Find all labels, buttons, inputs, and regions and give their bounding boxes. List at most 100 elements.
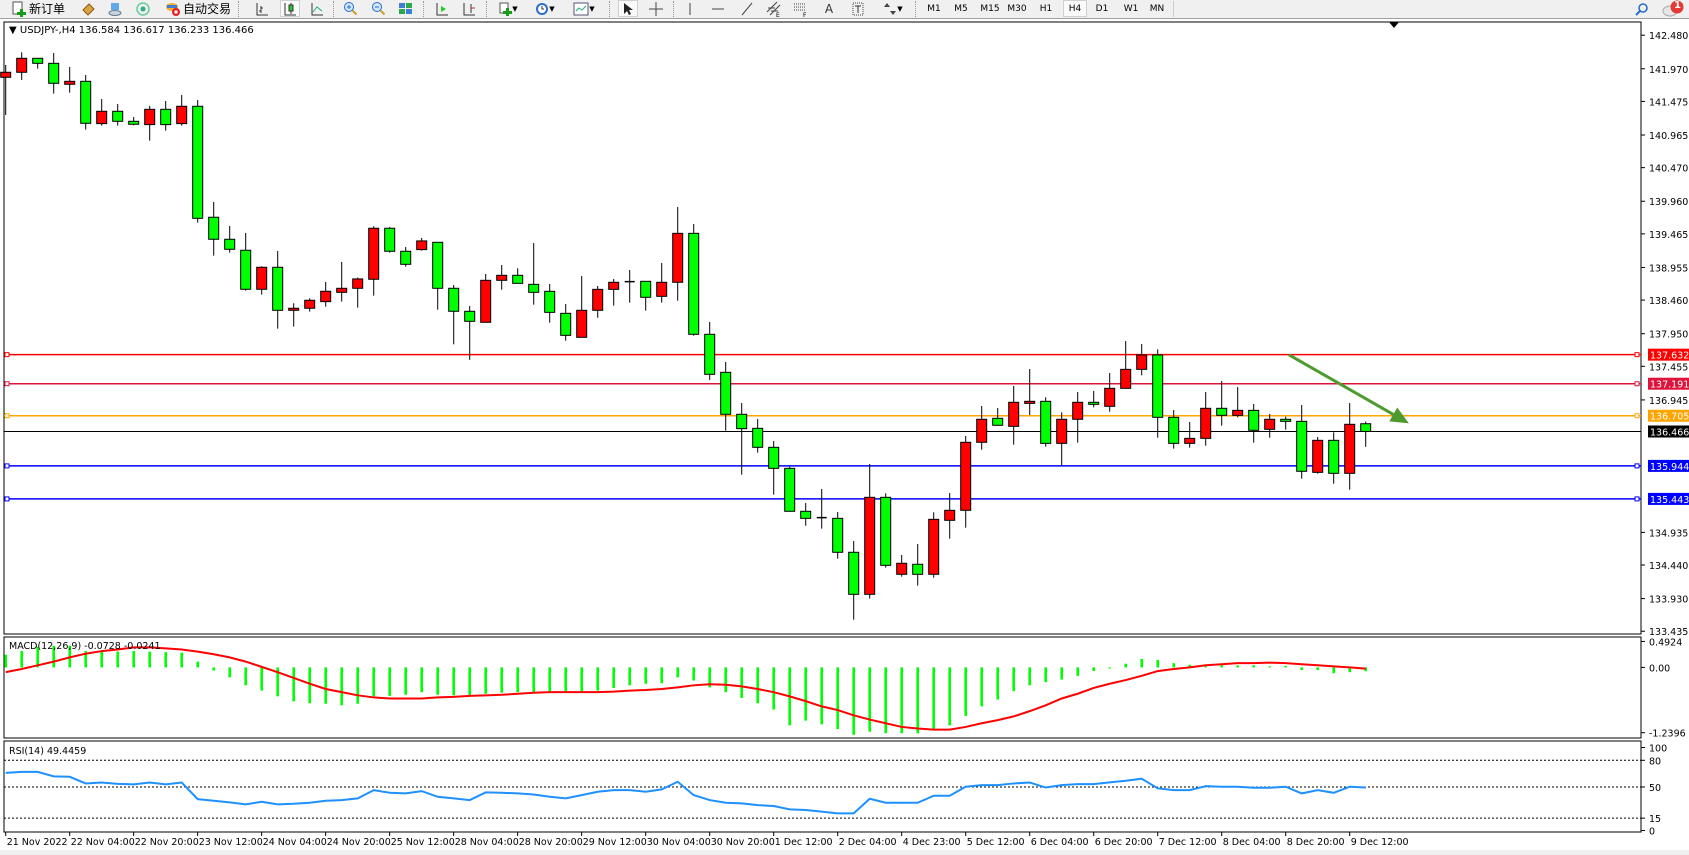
- line-chart-button[interactable]: [308, 0, 326, 17]
- candle: [1344, 403, 1356, 490]
- auto-trading-button[interactable]: 自动交易: [162, 0, 234, 17]
- candle: [464, 305, 476, 360]
- timeframe-m15[interactable]: M15: [980, 3, 1000, 14]
- macd-histogram-bar: [1044, 667, 1047, 683]
- macd-histogram-bar: [1060, 667, 1063, 680]
- horizontal-line-button[interactable]: [709, 0, 727, 17]
- candle-body: [1344, 423, 1356, 474]
- time-tick-label: 6 Dec 20:00: [1095, 837, 1153, 848]
- text-label-button[interactable]: [849, 0, 867, 17]
- price-tick-label: 138.955: [1649, 263, 1688, 274]
- macd-histogram-bar: [452, 667, 455, 696]
- candle-body: [192, 105, 204, 219]
- timeframe-d1[interactable]: D1: [1095, 3, 1109, 14]
- arrows-dropdown[interactable]: ▼: [878, 0, 908, 17]
- candle-body: [1056, 418, 1068, 444]
- candle: [560, 303, 572, 341]
- tile-windows-button[interactable]: [396, 0, 414, 17]
- chevron-down-icon: ▼: [897, 4, 903, 13]
- price-tick-label: 140.470: [1649, 164, 1688, 175]
- candle: [384, 226, 396, 253]
- macd-histogram-bar: [948, 667, 951, 726]
- price-tick-label: 139.465: [1649, 230, 1688, 241]
- candle: [144, 105, 156, 141]
- candle-body: [208, 216, 220, 240]
- macd-histogram-bar: [500, 667, 503, 693]
- indicators-dropdown[interactable]: ▼: [494, 0, 522, 17]
- candlestick-button[interactable]: [280, 0, 300, 17]
- macd-histogram-bar: [1028, 667, 1031, 686]
- candle-body: [672, 232, 684, 283]
- navigator-button[interactable]: [134, 0, 152, 17]
- auto-trading-icon: [165, 2, 180, 16]
- vertical-line-button[interactable]: [681, 0, 699, 17]
- trendline-button[interactable]: [738, 0, 756, 17]
- text-label-icon: [852, 2, 864, 15]
- chevron-down-icon: ▼: [589, 4, 595, 13]
- timeframe-m5[interactable]: M5: [954, 3, 968, 14]
- rsi-tick-label: 100: [1649, 744, 1667, 755]
- crosshair-button[interactable]: [647, 0, 665, 17]
- time-tick-label: 5 Dec 12:00: [967, 837, 1025, 848]
- zoom-out-button[interactable]: [369, 0, 387, 17]
- market-watch-button[interactable]: [79, 0, 97, 17]
- annotations: [1288, 353, 1409, 424]
- candle: [1104, 372, 1116, 412]
- candle-body: [784, 467, 796, 512]
- candle-body: [528, 283, 540, 293]
- bar-chart-button[interactable]: [253, 0, 271, 17]
- auto-scroll-button[interactable]: [433, 0, 451, 17]
- rsi-line: [5, 770, 1366, 815]
- axes: 137.632 137.191 136.705 135.944 135.443 136.4…: [5, 31, 1689, 848]
- macd-histogram-bar: [644, 667, 647, 684]
- timeframe-h1[interactable]: H1: [1039, 3, 1053, 14]
- price-label-box: [1648, 492, 1689, 505]
- chart-shift-button[interactable]: [460, 0, 478, 17]
- line-handle: [4, 413, 10, 419]
- price-tick-label: 141.475: [1649, 97, 1688, 108]
- candle: [784, 466, 796, 512]
- candle-body: [160, 108, 172, 126]
- templates-dropdown[interactable]: ▼: [569, 0, 599, 17]
- time-tick-label: 28 Nov 04:00: [455, 837, 519, 848]
- timeframe-m1[interactable]: M1: [927, 3, 941, 14]
- candle: [288, 303, 300, 327]
- timeframe-w1[interactable]: W1: [1123, 3, 1139, 14]
- periods-dropdown[interactable]: ▼: [531, 0, 559, 17]
- price-tick-label: 138.460: [1649, 296, 1688, 307]
- timeframe-mn[interactable]: MN: [1149, 3, 1165, 14]
- collapse-triangle-icon[interactable]: ▼: [9, 25, 20, 36]
- macd-histogram-bar: [756, 667, 759, 704]
- macd-histogram-bar: [1124, 663, 1127, 668]
- search-button[interactable]: [1633, 0, 1651, 17]
- timeframe-m30[interactable]: M30: [1007, 3, 1027, 14]
- candle: [800, 502, 812, 526]
- chart-window[interactable]: 137.632 137.191 136.705 135.944 135.443 136.4…: [0, 19, 1689, 855]
- data-window-button[interactable]: [106, 0, 124, 17]
- zoom-in-button[interactable]: [341, 0, 359, 17]
- equidistant-channel-button[interactable]: E: [765, 0, 783, 17]
- chart-frame: [0, 19, 1689, 855]
- cursor-button[interactable]: [618, 0, 638, 17]
- macd-histogram-bar: [692, 667, 695, 681]
- chevron-down-icon: ▼: [512, 4, 518, 13]
- text-button[interactable]: A: [820, 0, 838, 17]
- candle-body: [432, 241, 444, 289]
- candle-body: [320, 290, 332, 303]
- macd-histogram-bar: [964, 667, 967, 716]
- macd-histogram-bar: [180, 652, 183, 668]
- candle-body: [144, 108, 156, 126]
- new-order-button[interactable]: 新订单: [6, 0, 70, 17]
- market-watch-icon: [82, 2, 95, 16]
- time-tick-label: 6 Dec 04:00: [1031, 837, 1089, 848]
- macd-histogram-bar: [884, 667, 887, 734]
- timeframe-h4[interactable]: H4: [1063, 0, 1087, 17]
- fibonacci-button[interactable]: F: [792, 0, 810, 17]
- macd-histogram-bar: [148, 651, 151, 668]
- data-window-icon: [108, 2, 122, 16]
- candle: [192, 99, 204, 223]
- templates-icon: [573, 2, 589, 15]
- notifications-button[interactable]: 1: [1660, 0, 1686, 17]
- macd-histogram-bar: [260, 667, 263, 691]
- candle: [496, 264, 508, 290]
